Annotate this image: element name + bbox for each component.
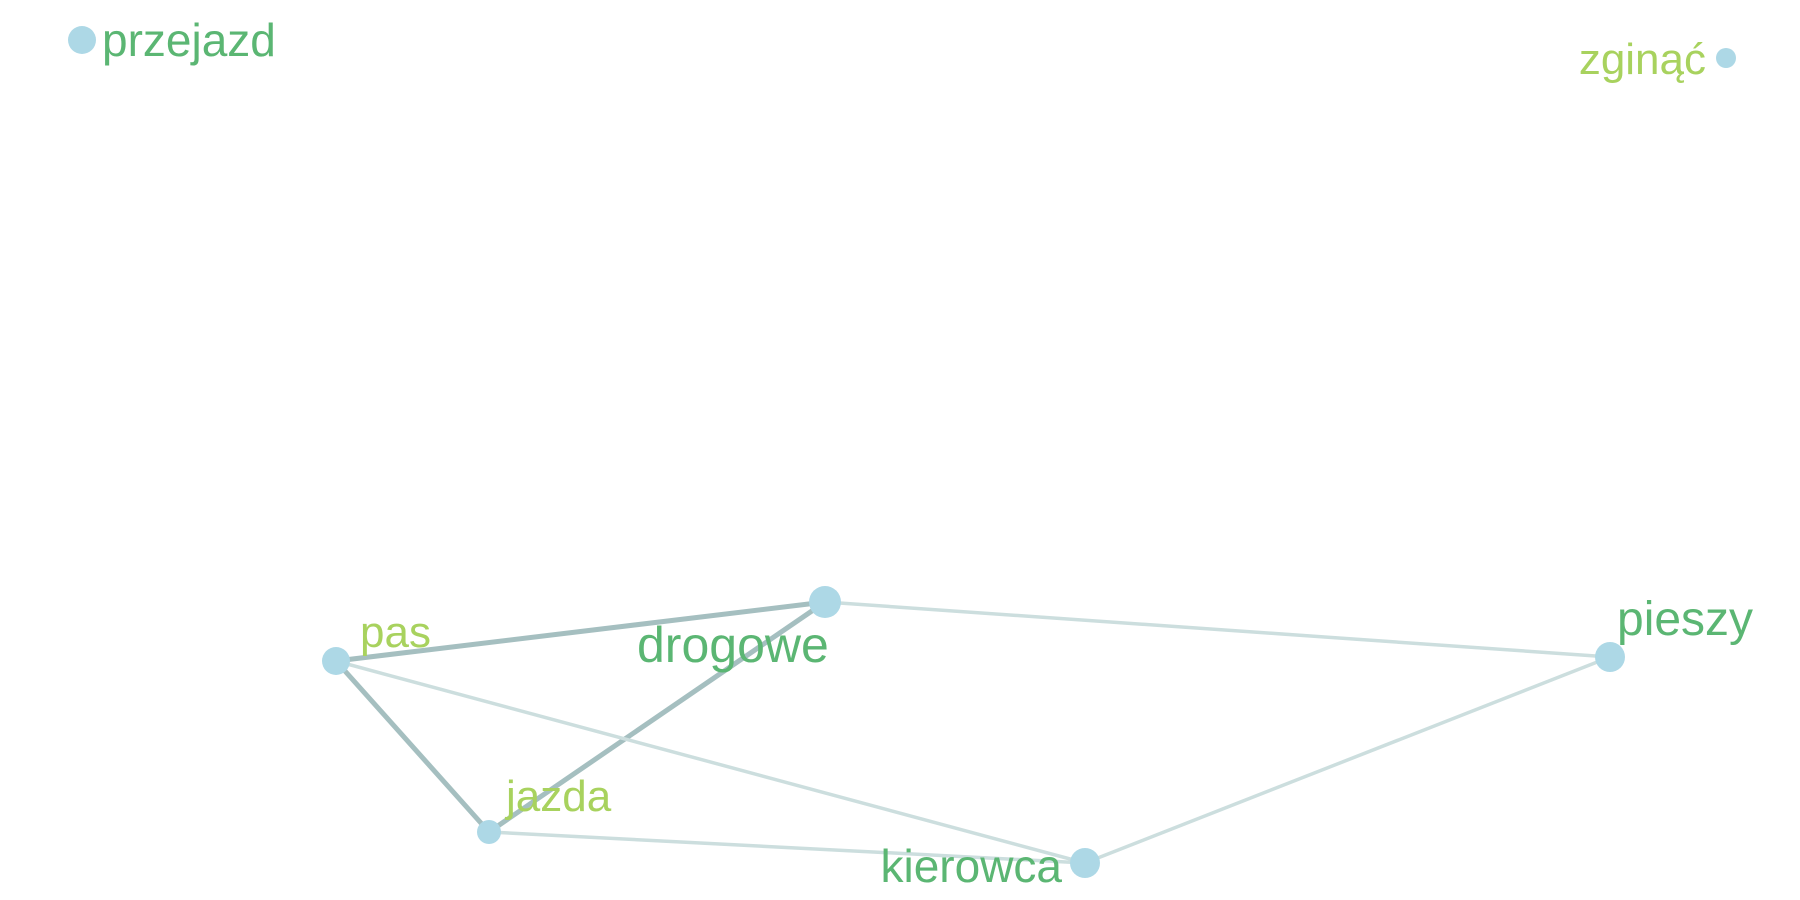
node-przejazd <box>68 26 96 54</box>
node-drogowe <box>809 586 841 618</box>
node-kierowca <box>1070 848 1100 878</box>
edges-layer <box>333 599 1612 865</box>
edge-drogowe-pieszy <box>823 600 1612 659</box>
edge-jazda-kierowca <box>487 830 1087 865</box>
node-zginac <box>1716 48 1736 68</box>
edge-pas-kierowca <box>334 659 1087 865</box>
edge-kierowca-pieszy <box>1083 655 1612 865</box>
node-label-jazda: jazda <box>504 772 612 821</box>
edge-jazda-drogowe <box>486 599 828 835</box>
node-label-drogowe: drogowe <box>637 617 829 673</box>
node-label-zginac: zginąć <box>1579 35 1706 84</box>
node-jazda <box>477 820 501 844</box>
node-pieszy <box>1595 642 1625 672</box>
nodes-layer <box>68 26 1736 878</box>
node-label-przejazd: przejazd <box>102 14 276 66</box>
labels-layer: przejazd zginąć drogowe pas pieszy jazda kiero… <box>102 14 1753 892</box>
edge-pas-jazda <box>333 658 492 835</box>
node-label-pieszy: pieszy <box>1617 593 1753 646</box>
node-label-kierowca: kierowca <box>880 840 1062 892</box>
node-pas <box>322 647 350 675</box>
node-label-pas: pas <box>360 608 431 657</box>
edge-pas-drogowe <box>333 599 828 664</box>
